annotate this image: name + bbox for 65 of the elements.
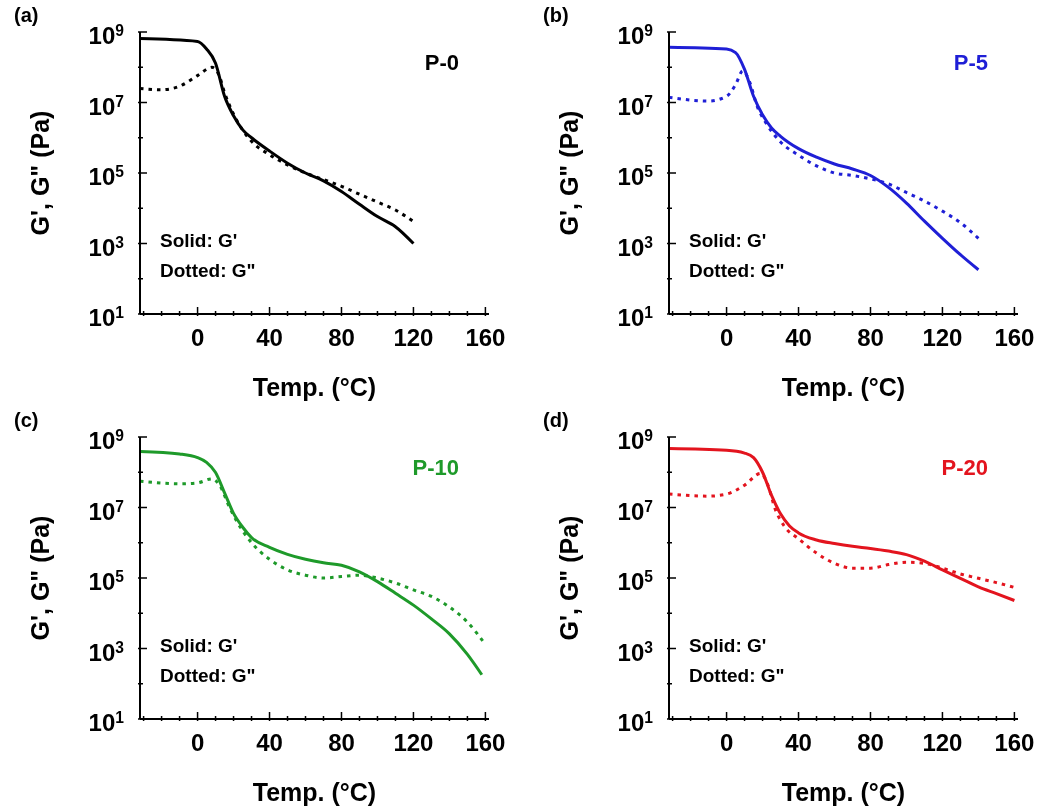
x-axis-title: Temp. (°C) xyxy=(781,778,906,806)
y-tick-label: 10$^{9}$ xyxy=(617,426,654,454)
x-tick-label: 0 xyxy=(719,729,734,756)
y-tick-label: 10$^{3}$ xyxy=(88,638,125,666)
x-axis-title: Temp. (°C) xyxy=(252,778,377,806)
x-tick-label: 160 xyxy=(465,324,506,351)
annotation: P-10 xyxy=(412,455,459,481)
x-tick-label: 160 xyxy=(994,324,1035,351)
x-tick-label: 160 xyxy=(465,729,506,756)
annotation: P-5 xyxy=(953,50,988,76)
x-tick-label: 80 xyxy=(328,729,355,756)
x-tick-label: 0 xyxy=(719,324,734,351)
y-tick-label: 10$^{1}$ xyxy=(617,303,654,331)
x-tick-label: 120 xyxy=(922,324,963,351)
x-tick-label: 80 xyxy=(857,729,884,756)
y-tick-label: 10$^{1}$ xyxy=(88,708,125,736)
x-tick-label: 120 xyxy=(393,324,434,351)
y-axis-title: G', G" (Pa) xyxy=(554,110,583,236)
annotation: Solid: G' xyxy=(689,635,767,657)
y-tick-label: 10$^{1}$ xyxy=(617,708,654,736)
x-axis-title: Temp. (°C) xyxy=(252,373,377,401)
y-axis-title: G', G" (Pa) xyxy=(554,515,583,641)
y-tick-label: 10$^{9}$ xyxy=(617,21,654,49)
y-tick-label: 10$^{7}$ xyxy=(88,497,124,525)
y-tick-label: 10$^{3}$ xyxy=(617,638,654,666)
x-tick-label: 40 xyxy=(256,729,283,756)
y-tick-label: 10$^{7}$ xyxy=(617,497,653,525)
y-axis-title: G', G" (Pa) xyxy=(25,110,54,236)
annotation: P-0 xyxy=(424,50,459,76)
x-tick-label: 120 xyxy=(393,729,434,756)
x-axis-title: Temp. (°C) xyxy=(781,373,906,401)
y-tick-label: 10$^{3}$ xyxy=(88,233,125,261)
y-tick-label: 10$^{5}$ xyxy=(617,162,654,190)
y-axis-title: G', G" (Pa) xyxy=(25,515,54,641)
annotation: Solid: G' xyxy=(160,230,238,252)
x-tick-label: 0 xyxy=(190,324,205,351)
chart-title: (d) xyxy=(543,409,569,432)
chart-title: (b) xyxy=(543,4,569,27)
annotation: Solid: G' xyxy=(160,635,238,657)
x-tick-label: 80 xyxy=(857,324,884,351)
annotation: Solid: G' xyxy=(689,230,767,252)
x-tick-label: 40 xyxy=(256,324,283,351)
annotation: Dotted: G" xyxy=(160,665,256,687)
y-tick-label: 10$^{1}$ xyxy=(88,303,125,331)
y-tick-label: 10$^{9}$ xyxy=(88,426,125,454)
annotation: Dotted: G" xyxy=(689,260,785,282)
annotation: Dotted: G" xyxy=(689,665,785,687)
y-tick-label: 10$^{5}$ xyxy=(617,567,654,595)
y-tick-label: 10$^{7}$ xyxy=(88,92,124,120)
annotation: P-20 xyxy=(941,455,988,481)
x-tick-label: 40 xyxy=(785,729,812,756)
x-tick-label: 40 xyxy=(785,324,812,351)
y-tick-label: 10$^{5}$ xyxy=(88,567,125,595)
y-tick-label: 10$^{7}$ xyxy=(617,92,653,120)
y-tick-label: 10$^{3}$ xyxy=(617,233,654,261)
y-tick-label: 10$^{9}$ xyxy=(88,21,125,49)
chart-title: (c) xyxy=(14,409,39,432)
y-tick-label: 10$^{5}$ xyxy=(88,162,125,190)
x-tick-label: 80 xyxy=(328,324,355,351)
line-series xyxy=(669,447,1016,602)
x-tick-label: 120 xyxy=(922,729,963,756)
x-tick-label: 0 xyxy=(190,729,205,756)
x-tick-label: 160 xyxy=(994,729,1035,756)
chart-title: (a) xyxy=(14,4,39,27)
annotation: Dotted: G" xyxy=(160,260,256,282)
